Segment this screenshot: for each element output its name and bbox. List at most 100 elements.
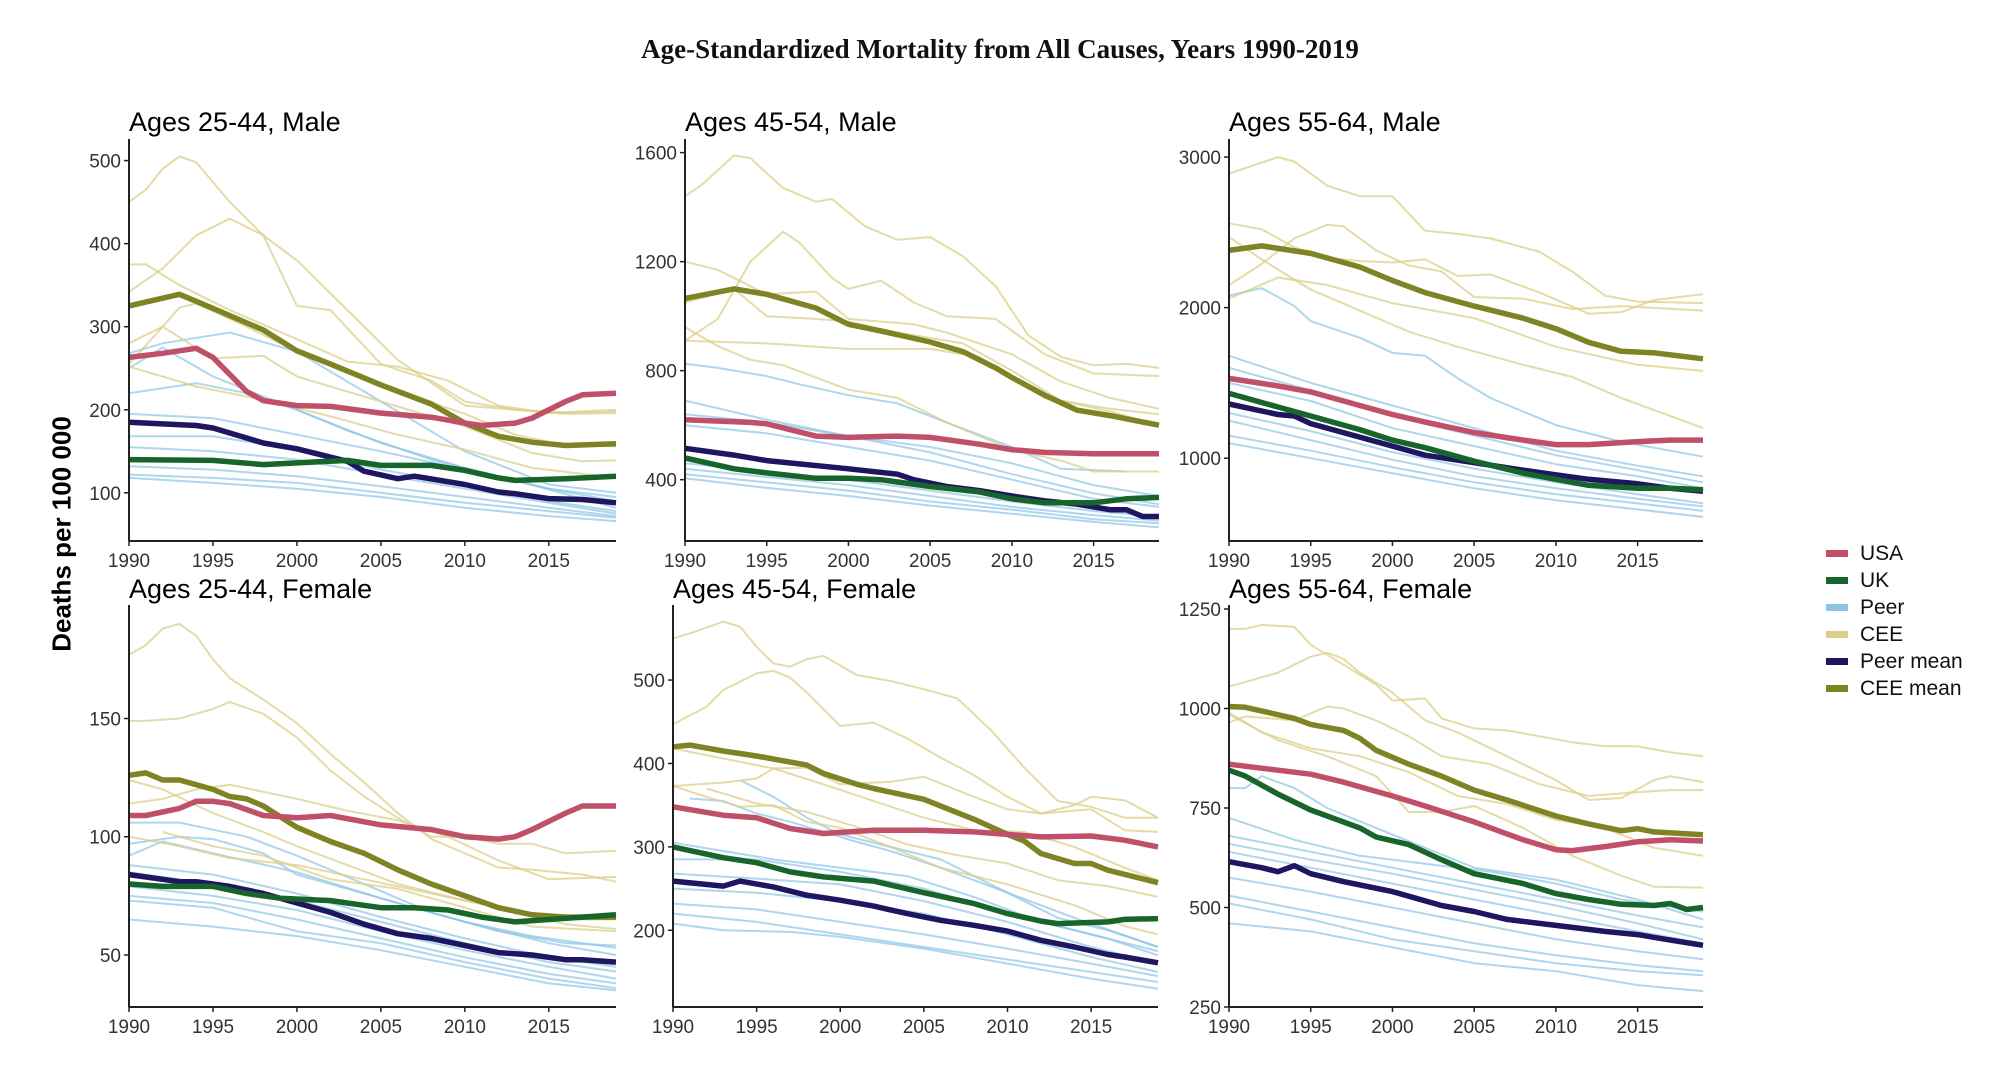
x-tick-label: 1990 xyxy=(1208,1017,1250,1038)
x-tick-label: 1995 xyxy=(735,1017,777,1038)
cee-country-line xyxy=(1228,713,1704,889)
series-group xyxy=(128,155,617,523)
y-tick-label: 50 xyxy=(100,946,121,967)
peer-mean-line xyxy=(128,419,617,506)
y-tick-label: 750 xyxy=(1189,799,1221,820)
peer-country-line xyxy=(1228,419,1704,508)
legend-item-peer: Peer xyxy=(1826,594,1963,621)
series-group xyxy=(1228,156,1704,518)
cee-country-line xyxy=(128,783,617,881)
peer-country-line xyxy=(1228,922,1704,993)
peer-country-line xyxy=(128,899,617,990)
peer-country-line xyxy=(684,473,1160,525)
x-tick-label: 2005 xyxy=(903,1017,945,1038)
y-tick-label: 200 xyxy=(89,401,121,422)
peer-country-line xyxy=(672,912,1159,983)
peer-country-line xyxy=(128,894,617,985)
peer-country-line xyxy=(1228,842,1704,941)
y-tick-label: 500 xyxy=(1189,898,1221,919)
x-tick-label: 2000 xyxy=(276,1017,318,1038)
panel-title: Ages 25-44, Female xyxy=(129,574,372,604)
legend-item-peer-mean: Peer mean xyxy=(1826,648,1963,675)
x-tick-label: 1990 xyxy=(108,1017,150,1038)
legend-swatch-peer-mean xyxy=(1826,658,1848,665)
x-tick-label: 2010 xyxy=(444,551,486,572)
uk-line xyxy=(1228,390,1704,493)
series-group xyxy=(1228,623,1704,993)
panel-title: Ages 55-64, Male xyxy=(1229,107,1441,137)
legend-swatch-usa xyxy=(1826,550,1848,557)
cee-country-line xyxy=(129,701,617,855)
y-tick-label: 100 xyxy=(89,484,121,505)
x-tick-label: 2000 xyxy=(1371,1017,1413,1038)
x-tick-label: 2015 xyxy=(1616,551,1658,572)
peer-country-line xyxy=(672,922,1159,990)
cee-country-line xyxy=(128,622,617,883)
peer-country-line xyxy=(684,399,1160,497)
peer-country-line xyxy=(128,835,617,949)
x-tick-label: 2005 xyxy=(909,551,951,572)
peer-country-line xyxy=(684,424,1160,508)
x-tick-label: 1995 xyxy=(1290,1017,1332,1038)
cee-country-line xyxy=(129,263,617,415)
peer-country-line xyxy=(684,362,1127,473)
x-tick-label: 2000 xyxy=(819,1017,861,1038)
peer-country-line xyxy=(672,902,1159,978)
panel-1: Ages 25-44, Male 100 200 300 400 500 1990 1995 2… xyxy=(89,107,617,572)
usa-line xyxy=(672,804,1159,850)
x-tick-label: 2015 xyxy=(528,551,570,572)
x-tick-label: 2015 xyxy=(1070,1017,1112,1038)
cee-country-line xyxy=(672,669,1159,819)
panel-title: Ages 45-54, Male xyxy=(685,107,897,137)
y-tick-label: 500 xyxy=(633,671,665,692)
peer-country-line xyxy=(128,840,617,956)
y-tick-label: 1000 xyxy=(1179,699,1221,720)
x-tick-label: 2010 xyxy=(991,551,1033,572)
legend-swatch-peer xyxy=(1826,604,1848,611)
cee-country-line xyxy=(672,620,1158,819)
x-tick-label: 2005 xyxy=(1453,551,1495,572)
y-tick-label: 1200 xyxy=(635,253,677,274)
cee-country-line xyxy=(128,155,617,414)
cee-country-line xyxy=(128,365,617,479)
usa-line xyxy=(1228,761,1704,854)
series-group xyxy=(672,620,1159,990)
cee-country-line xyxy=(672,766,1159,833)
panel-title: Ages 55-64, Female xyxy=(1229,574,1472,604)
y-tick-label: 300 xyxy=(633,838,665,859)
x-tick-label: 1990 xyxy=(652,1017,694,1038)
cee-country-line xyxy=(672,785,1159,936)
x-tick-label: 2010 xyxy=(1535,1017,1577,1038)
peer-country-line xyxy=(1228,850,1704,945)
x-tick-label: 1990 xyxy=(108,551,150,572)
legend-item-cee: CEE xyxy=(1826,621,1963,648)
peer-country-line xyxy=(128,885,617,980)
peer-country-line xyxy=(672,872,1159,965)
x-tick-label: 2000 xyxy=(827,551,869,572)
cee-country-line xyxy=(684,230,1160,378)
y-tick-label: 100 xyxy=(89,828,121,849)
cee-mean-line xyxy=(1228,703,1704,838)
legend-label-peer: Peer xyxy=(1860,595,1905,619)
legend-item-cee-mean: CEE mean xyxy=(1826,675,1963,702)
usa-line xyxy=(684,416,1159,457)
peer-country-line xyxy=(1228,381,1704,490)
y-tick-label: 500 xyxy=(89,152,121,173)
panel-4: Ages 25-44, Female 50 100 150 1990 1995 2000 20… xyxy=(89,574,617,1038)
x-tick-label: 1990 xyxy=(664,551,706,572)
peer-country-line xyxy=(128,412,617,503)
usa-line xyxy=(1228,375,1703,448)
x-tick-label: 2000 xyxy=(276,551,318,572)
cee-country-line xyxy=(1228,711,1704,857)
y-tick-label: 200 xyxy=(633,921,665,942)
cee-country-line xyxy=(128,325,617,463)
peer-mean-line xyxy=(1228,858,1704,949)
cee-mean-line xyxy=(1228,243,1704,362)
cee-mean-line xyxy=(128,770,616,920)
x-tick-label: 1995 xyxy=(192,1017,234,1038)
cee-country-line xyxy=(1228,223,1704,312)
x-tick-label: 2010 xyxy=(986,1017,1028,1038)
x-tick-label: 1995 xyxy=(746,551,788,572)
peer-country-line xyxy=(1228,354,1704,478)
